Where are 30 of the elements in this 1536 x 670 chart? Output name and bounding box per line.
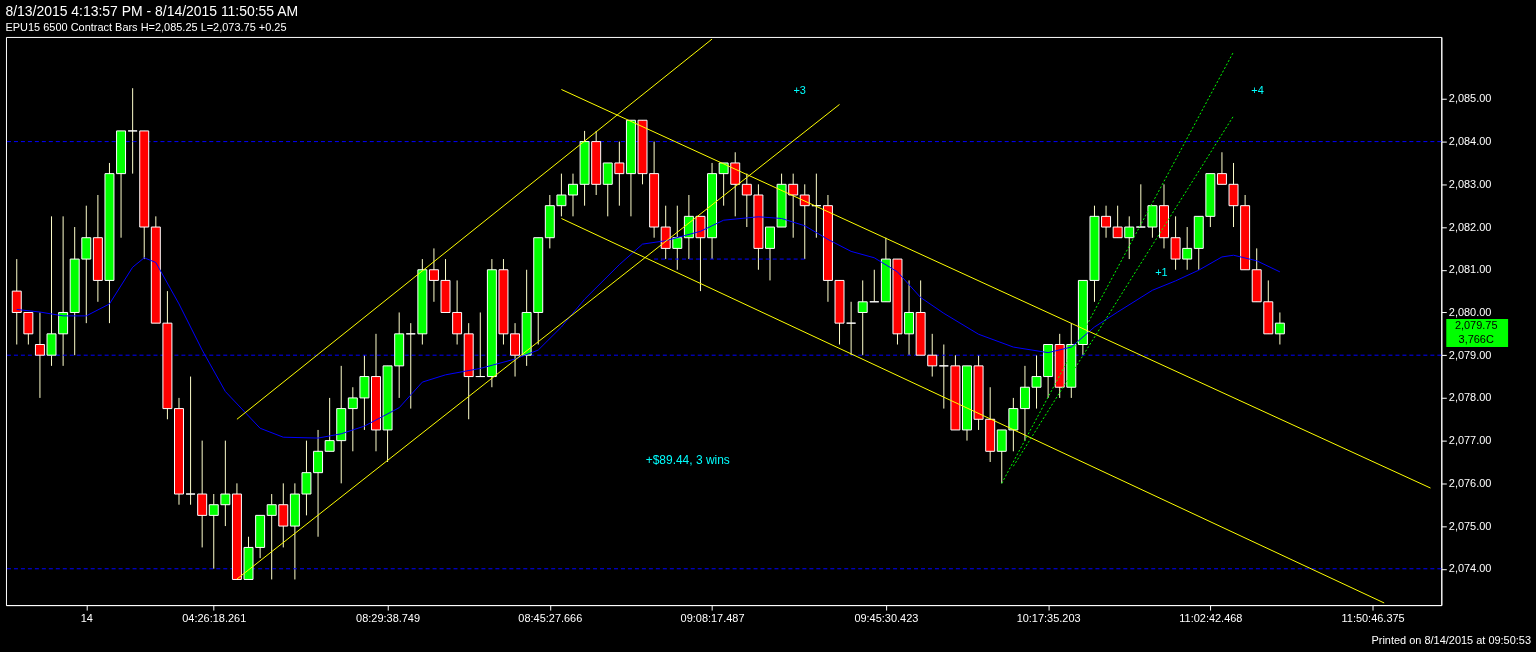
annotation: +1 <box>1155 265 1168 278</box>
y-tick-label: 2,076.00 <box>1448 476 1492 489</box>
y-tick-label: 2,074.00 <box>1448 562 1492 575</box>
x-tick-label: 04:26:18.261 <box>182 611 247 624</box>
y-tick-label: 2,077.00 <box>1448 434 1492 447</box>
text: 2,079.75 <box>1454 319 1498 332</box>
y-tick-label: 2,081.00 <box>1448 263 1492 276</box>
y-tick-label: 2,080.00 <box>1448 305 1492 318</box>
y-tick-label: 2,082.00 <box>1448 220 1492 233</box>
annotation: +3 <box>793 83 806 96</box>
text: Printed on 8/14/2015 at 09:50:53 <box>1371 633 1532 646</box>
x-tick-label: 08:45:27.666 <box>518 611 583 624</box>
y-tick-label: 2,083.00 <box>1448 177 1492 190</box>
x-tick-label: 09:08:17.487 <box>680 611 745 624</box>
chart-title: 8/13/2015 4:13:57 PM - 8/14/2015 11:50:55 AM <box>5 3 299 20</box>
y-tick-label: 2,079.00 <box>1448 348 1492 361</box>
chart-subtitle: EPU15 6500 Contract Bars H=2,085.25 L=2,073.75 +0.25 <box>5 20 287 33</box>
annotation: +4 <box>1251 83 1264 96</box>
y-tick-label: 2,078.00 <box>1448 391 1492 404</box>
x-tick-label: 11:50:46.375 <box>1341 611 1405 624</box>
x-tick-label: 08:29:38.749 <box>356 611 421 624</box>
x-tick-label: 14 <box>80 611 93 624</box>
x-tick-label: 11:02:42.468 <box>1179 611 1243 624</box>
y-tick-label: 2,075.00 <box>1448 519 1492 532</box>
x-tick-label: 10:17:35.203 <box>1016 611 1081 624</box>
text: 3,766C <box>1458 332 1494 345</box>
y-tick-label: 2,085.00 <box>1448 92 1492 105</box>
x-tick-label: 09:45:30.423 <box>854 611 919 624</box>
annotation: +$89.44, 3 wins <box>645 453 730 468</box>
y-tick-label: 2,084.00 <box>1448 135 1492 148</box>
